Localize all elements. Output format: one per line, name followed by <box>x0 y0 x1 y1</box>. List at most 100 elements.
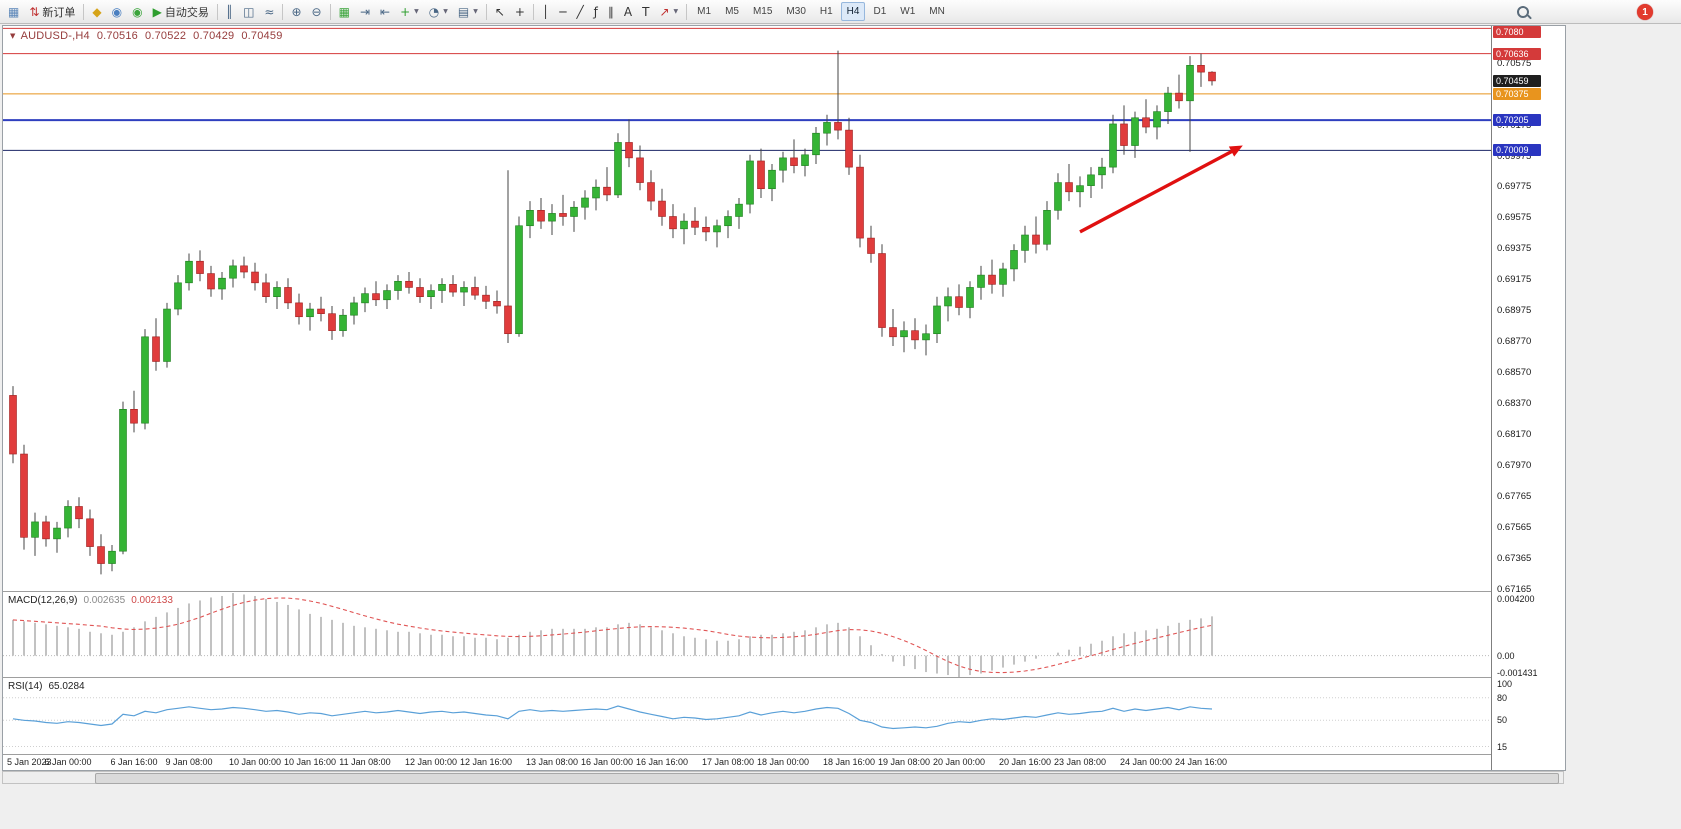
indicators-button[interactable]: + ▼ <box>395 1 424 22</box>
candle <box>1032 234 1040 245</box>
candle <box>372 293 380 301</box>
macd-panel[interactable]: MACD(12,26,9) 0.002635 0.002133 <box>3 593 1491 677</box>
channel-tool-button[interactable]: ∥ <box>603 1 619 22</box>
periods-button[interactable]: ◔ ▼ <box>424 1 453 22</box>
time-tick-label: 18 Jan 00:00 <box>756 757 810 767</box>
crosshair-tool-button[interactable]: + <box>510 1 530 22</box>
text-tool-button[interactable]: A <box>619 1 637 22</box>
trend-arrow-annotation[interactable] <box>1079 147 1238 234</box>
price-axis[interactable]: 0.705750.703750.701750.699750.697750.695… <box>1491 26 1565 770</box>
price-level-badge: 0.7080 <box>1493 26 1541 38</box>
panel-separator[interactable] <box>3 677 1564 678</box>
fibonacci-tool-icon: ƒ <box>593 4 598 19</box>
time-axis: 5 Jan 2023 6 Jan 00:00 6 Jan 16:00 9 Jan 08… <box>3 755 1491 769</box>
candle <box>1131 117 1139 146</box>
panel-separator[interactable] <box>3 591 1564 592</box>
bar-chart-mode-icon: ║ <box>225 4 234 19</box>
price-tick: 0.69975 <box>1497 150 1532 162</box>
candle <box>878 253 886 328</box>
macd-canvas[interactable] <box>3 593 1491 677</box>
timeframe-m1[interactable]: M1 <box>697 6 712 17</box>
time-tick-label: 9 Jan 08:00 <box>165 757 213 767</box>
auto-trading-button[interactable]: ▶ 自动交易 <box>148 1 214 22</box>
timeframe-d1[interactable]: D1 <box>873 6 887 17</box>
toolbar-separator <box>282 3 284 20</box>
community-icon-button[interactable]: ◉ <box>107 1 127 22</box>
zoom-in-button[interactable]: ⊕ <box>286 1 306 22</box>
new-chart-icon: ▦ <box>8 4 20 19</box>
candle <box>152 336 160 362</box>
macd-axis-label: 0.004200 <box>1497 594 1535 604</box>
rsi-value: 65.0284 <box>48 681 85 692</box>
main-chart-plot[interactable]: ▼ AUDUSD-,H4 0.70516 0.70522 0.70429 0.7… <box>3 26 1491 591</box>
timeframe-h4[interactable]: H4 <box>840 2 866 21</box>
rsi-canvas[interactable] <box>3 679 1491 754</box>
candle <box>394 280 402 291</box>
macd-signal-line <box>12 597 1213 674</box>
experts-icon-button[interactable]: ◆ <box>87 1 106 22</box>
panel-separator[interactable] <box>3 754 1564 755</box>
horizontal-line-tool-button[interactable]: ─ <box>554 1 571 22</box>
candle <box>1208 71 1216 82</box>
candle <box>702 226 710 233</box>
candle <box>339 314 347 331</box>
timeframe-h1[interactable]: H1 <box>819 6 833 17</box>
candlestick-mode-button[interactable]: ◫ <box>238 1 259 22</box>
toolbar-separator <box>532 3 534 20</box>
candle <box>1142 117 1150 128</box>
search-icon[interactable] <box>1516 5 1531 20</box>
crosshair-tool-icon: + <box>514 4 525 19</box>
candle <box>207 273 215 290</box>
symbol-dropdown-icon[interactable]: ▼ <box>10 32 16 40</box>
fibonacci-tool-button[interactable]: ƒ <box>589 1 603 22</box>
trendline-tool-button[interactable]: ╱ <box>571 1 588 22</box>
bar-chart-mode-button[interactable]: ║ <box>221 1 238 22</box>
candle <box>713 225 721 233</box>
notification-badge[interactable]: 1 <box>1637 4 1653 20</box>
timeframe-m30[interactable]: M30 <box>786 6 806 17</box>
chart-window: ▼ AUDUSD-,H4 0.70516 0.70522 0.70429 0.7… <box>2 25 1566 771</box>
ohlc-high: 0.70522 <box>145 30 187 42</box>
time-tick-label: 10 Jan 00:00 <box>228 757 282 767</box>
horizontal-scrollbar[interactable] <box>2 771 1564 784</box>
timeframe-mn[interactable]: MN <box>929 6 945 17</box>
candle <box>141 336 149 424</box>
chart-shift-button[interactable]: ⇤ <box>375 1 395 22</box>
auto-scroll-button[interactable]: ⇥ <box>355 1 375 22</box>
price-tick: 0.67765 <box>1497 491 1532 503</box>
timeframe-m5[interactable]: M5 <box>725 6 739 17</box>
line-chart-mode-button[interactable]: ≈ <box>259 1 279 22</box>
candle <box>680 220 688 230</box>
tile-windows-icon: ▦ <box>338 4 350 19</box>
price-level-badge: 0.70205 <box>1493 114 1541 127</box>
price-tick: 0.69175 <box>1497 273 1532 285</box>
toolbar-buttons: ▦ ⇅ 新订单 ◆ ◉ ◉ ▶ 自动交易 ║ ◫ ≈ ⊕ ⊖ ▦ ⇥ ⇤ + ▼ ◔ ▼ ▤ ▼ ↖ + │ ─ ╱ ƒ ∥ A T ↗ ▼ <box>3 1 690 22</box>
text-tool-icon: A <box>623 4 633 19</box>
scrollbar-thumb[interactable] <box>95 773 1559 784</box>
candle <box>1098 166 1106 176</box>
candlestick-canvas[interactable] <box>3 26 1491 591</box>
tile-windows-button[interactable]: ▦ <box>334 1 355 22</box>
time-tick-label: 16 Jan 00:00 <box>580 757 634 767</box>
arrows-tool-button[interactable]: ↗ ▼ <box>654 1 683 22</box>
vertical-line-tool-button[interactable]: │ <box>537 1 554 22</box>
timeframe-w1[interactable]: W1 <box>900 6 916 17</box>
zoom-out-button[interactable]: ⊖ <box>307 1 327 22</box>
candle <box>185 260 193 284</box>
community-icon-icon: ◉ <box>111 4 123 19</box>
macd-axis-label: -0.001431 <box>1497 668 1538 678</box>
cursor-tool-button[interactable]: ↖ <box>490 1 510 22</box>
new-chart-button[interactable]: ▦ <box>3 1 24 22</box>
support-icon-button[interactable]: ◉ <box>127 1 147 22</box>
time-tick-label: 6 Jan 00:00 <box>44 757 92 767</box>
label-tool-button[interactable]: T <box>637 1 654 22</box>
rsi-line <box>12 705 1213 730</box>
rsi-panel[interactable]: RSI(14) 65.0284 <box>3 679 1491 754</box>
timeframe-m15[interactable]: M15 <box>752 6 773 17</box>
toolbar-separator <box>329 3 331 20</box>
templates-button[interactable]: ▤ ▼ <box>453 1 483 22</box>
price-tick: 0.69775 <box>1497 181 1532 193</box>
candle <box>119 408 127 552</box>
candle <box>1153 111 1161 128</box>
new-order-button[interactable]: ⇅ 新订单 <box>24 1 80 22</box>
